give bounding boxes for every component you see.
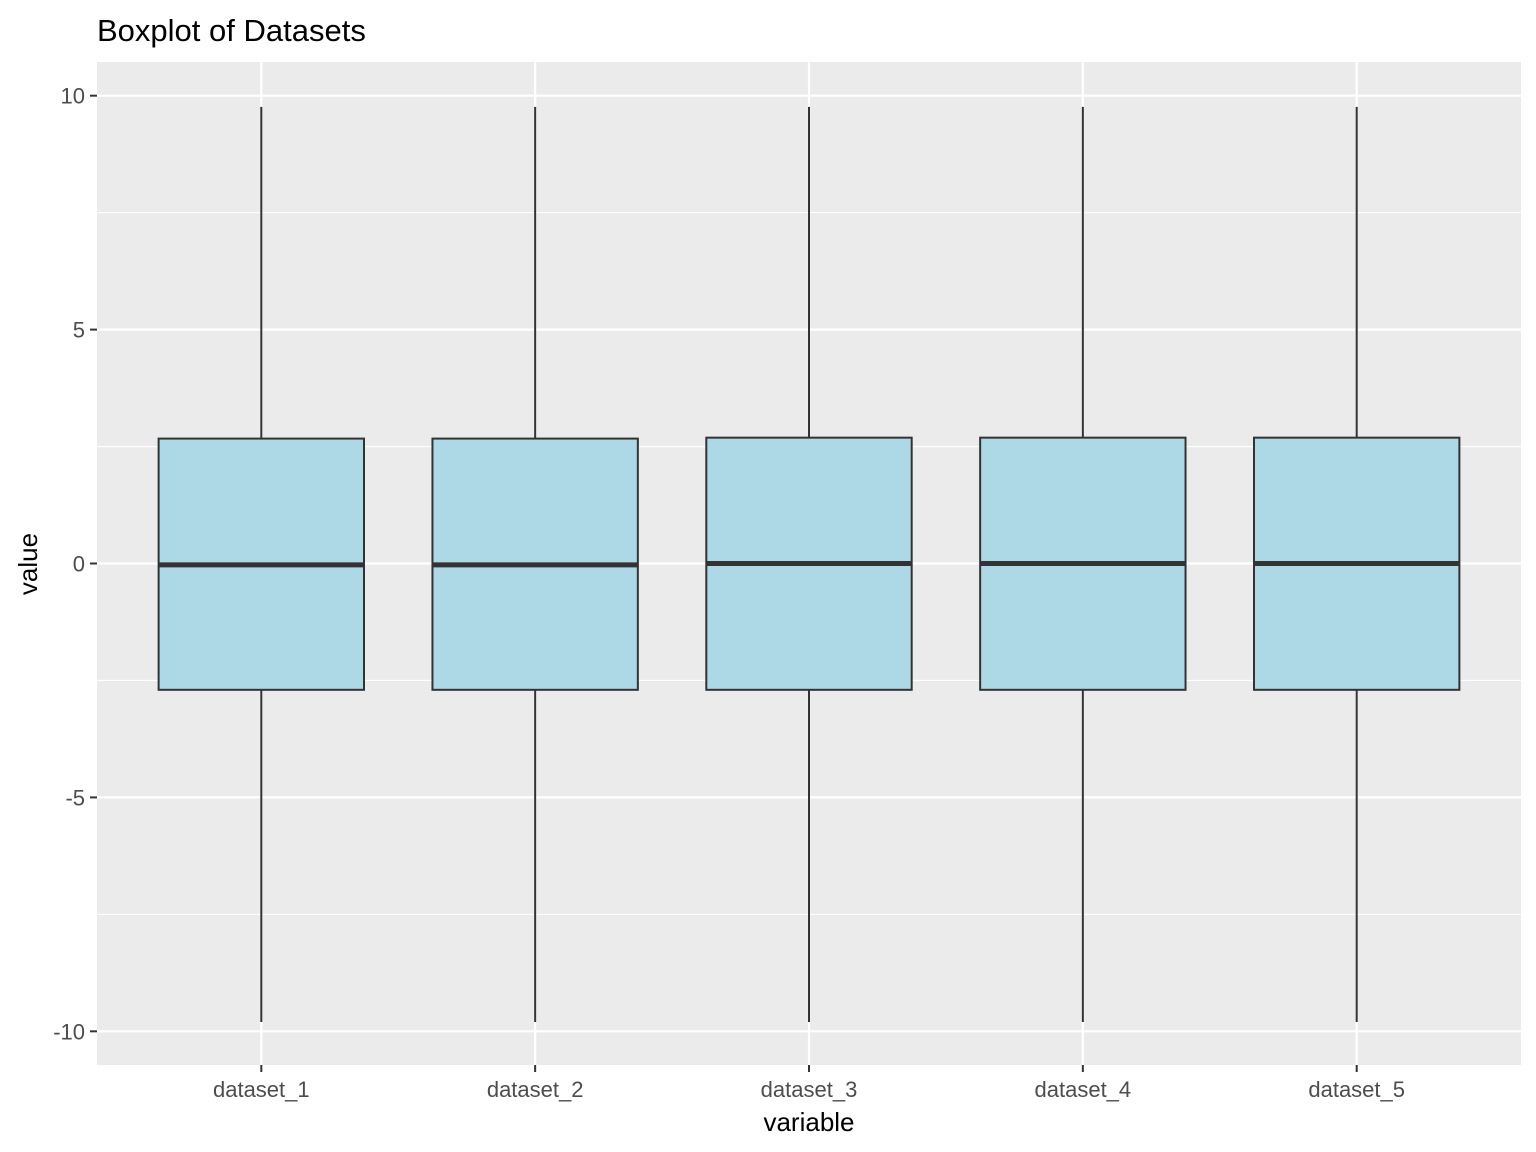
y-tick-label: -5: [65, 785, 85, 810]
x-axis: dataset_1 dataset_2 dataset_3 dataset_4 data…: [213, 1065, 1405, 1102]
x-tick-label: dataset_2: [487, 1077, 584, 1102]
y-axis: -10 -5 0 5 10: [53, 84, 97, 1044]
box-dataset_5: [1253, 106, 1461, 1022]
x-tick-label: dataset_1: [213, 1077, 310, 1102]
box-dataset_1: [157, 106, 365, 1022]
x-tick-label: dataset_5: [1308, 1077, 1405, 1102]
y-axis-title: value: [13, 533, 43, 595]
box-dataset_4: [979, 106, 1187, 1022]
y-tick-label: 10: [61, 84, 85, 109]
boxes: [157, 106, 1461, 1022]
y-tick-label: -10: [53, 1019, 85, 1044]
x-axis-title: variable: [763, 1107, 854, 1137]
box-dataset_2: [431, 106, 639, 1022]
y-tick-label: 0: [73, 552, 85, 577]
x-tick-label: dataset_4: [1035, 1077, 1132, 1102]
y-tick-label: 5: [73, 318, 85, 343]
chart-title: Boxplot of Datasets: [97, 13, 366, 48]
box-dataset_3: [705, 106, 913, 1022]
x-tick-label: dataset_3: [761, 1077, 858, 1102]
